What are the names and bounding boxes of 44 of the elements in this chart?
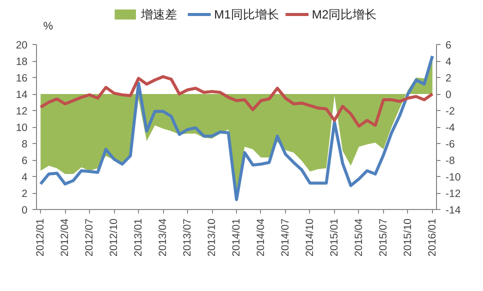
y2-tick-label: -12 [446,188,461,200]
x-tick-label: 2014/04 [254,218,267,256]
x-tick-label: 2012/04 [59,218,72,256]
y2-tick-label: 0 [446,89,452,101]
x-tick-label: 2014/01 [230,218,242,256]
y-tick-label: 14 [16,89,28,101]
y-tick-label: 8 [22,138,28,150]
y-tick-label: 18 [16,56,28,68]
x-tick-label: 2015/10 [402,218,414,256]
x-tick-label: 2012/10 [108,218,120,256]
x-tick-label: 2013/10 [206,218,218,256]
y2-tick-label: 6 [446,40,452,52]
legend-label: 增速差 [140,8,178,22]
y2-tick-label: 4 [446,56,452,68]
x-tick-label: 2014/10 [304,218,316,256]
x-tick-label: 2012/07 [84,218,96,256]
line-series [39,75,434,128]
y2-tick-label: -4 [446,122,455,134]
y-tick-label: 2 [22,188,28,200]
x-tick-label: 2014/07 [279,218,292,256]
y-tick-label: 16 [16,72,28,84]
x-tick-label: 2015/04 [352,218,365,256]
y2-tick-label: -6 [446,138,455,150]
x-tick-label: 2016/01 [426,218,438,256]
y-tick-label: 6 [22,155,28,167]
y2-tick-label: -2 [446,106,455,118]
y2-tick-label: 2 [446,72,452,84]
legend-label: M1同比增长 [214,8,279,22]
y-tick-label: 4 [22,172,28,184]
y2-tick-label: -10 [446,172,461,184]
y2-tick-label: -8 [446,155,455,167]
x-tick-label: 2012/01 [34,218,47,256]
x-tick-label: 2015/01 [328,218,340,256]
y-tick-label: 10 [16,122,28,134]
legend-label: M2同比增长 [312,8,377,22]
x-tick-label: 2015/07 [377,218,390,256]
x-tick-label: 2013/04 [157,218,170,256]
y-tick-label: 0 [22,204,28,216]
y-tick-label: 12 [16,106,28,118]
y2-tick-label: -14 [446,204,461,216]
x-tick-label: 2013/07 [182,218,194,256]
y-tick-label: 20 [16,40,28,52]
y-axis-title: % [43,20,54,32]
x-tick-label: 2013/01 [132,218,145,256]
